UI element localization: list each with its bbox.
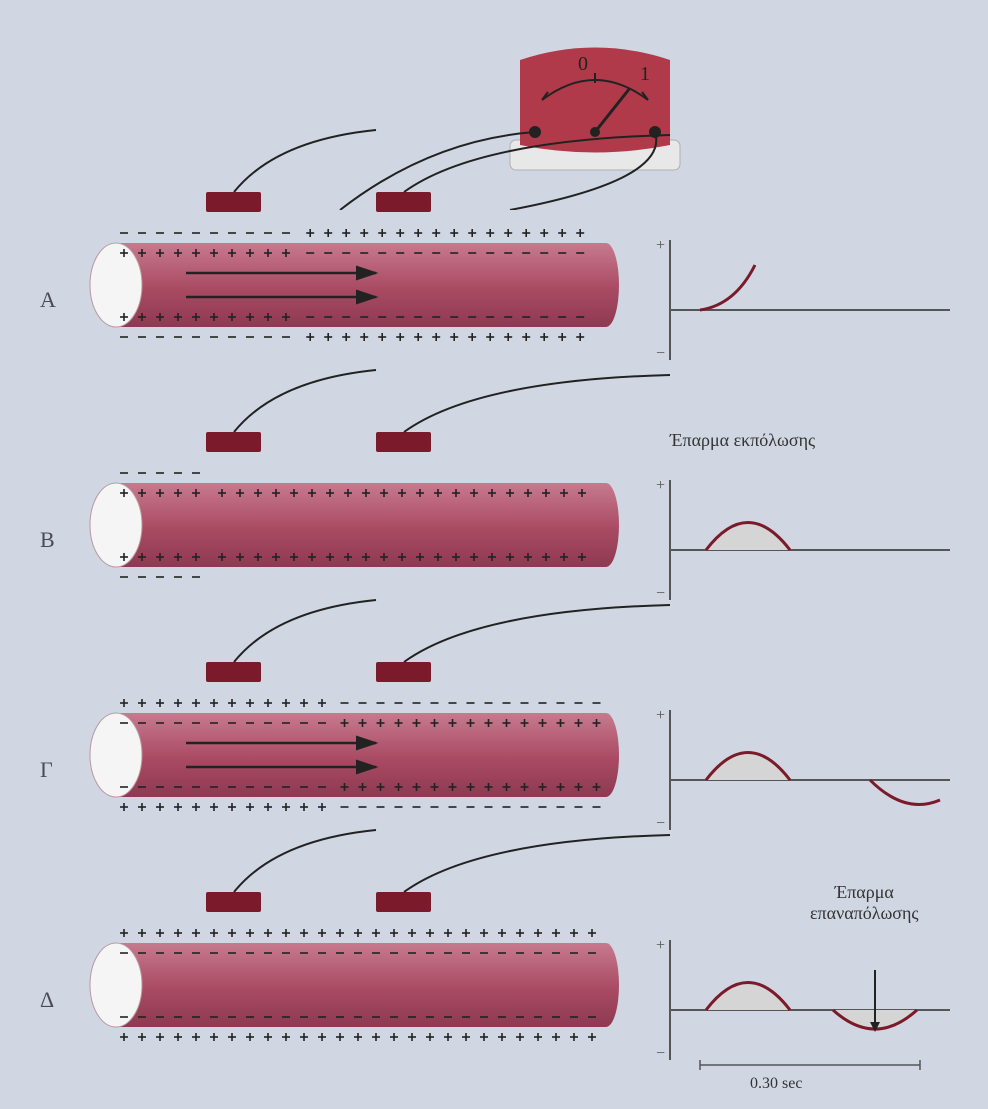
row-label: Γ — [40, 757, 53, 783]
axis-plus: + — [656, 237, 665, 254]
row-label: Α — [40, 287, 56, 313]
muscle-fiber — [90, 460, 610, 620]
waveform-chart: + − — [640, 220, 960, 380]
chart-title: Έπαρμα επαναπόλωσης — [810, 882, 919, 924]
galvanometer: 0 1 — [310, 40, 690, 210]
axis-minus: − — [656, 815, 665, 832]
row-D: Δ + − — [30, 920, 958, 1080]
meter-scale-0: 0 — [578, 53, 588, 75]
axis-minus: − — [656, 1045, 665, 1062]
axis-plus: + — [656, 937, 665, 954]
muscle-fiber — [90, 920, 610, 1080]
waveform-chart: + − — [640, 460, 960, 620]
muscle-fiber — [90, 690, 610, 850]
row-label: Β — [40, 527, 55, 553]
chart-title: Έπαρμα εκπόλωσης — [670, 430, 815, 451]
row-B: Β + − Έπαρμα εκπόλωσης — [30, 460, 958, 620]
row-label: Δ — [40, 987, 54, 1013]
time-label: 0.30 sec — [750, 1075, 802, 1093]
axis-minus: − — [656, 585, 665, 602]
meter-scale-1: 1 — [640, 63, 650, 85]
muscle-fiber — [90, 220, 610, 380]
axis-plus: + — [656, 707, 665, 724]
waveform-chart: + − — [640, 690, 960, 850]
row-C: Γ + − — [30, 690, 958, 850]
waveform-chart: + − — [640, 920, 960, 1080]
axis-minus: − — [656, 345, 665, 362]
row-A: Α + − — [30, 220, 958, 380]
axis-plus: + — [656, 477, 665, 494]
